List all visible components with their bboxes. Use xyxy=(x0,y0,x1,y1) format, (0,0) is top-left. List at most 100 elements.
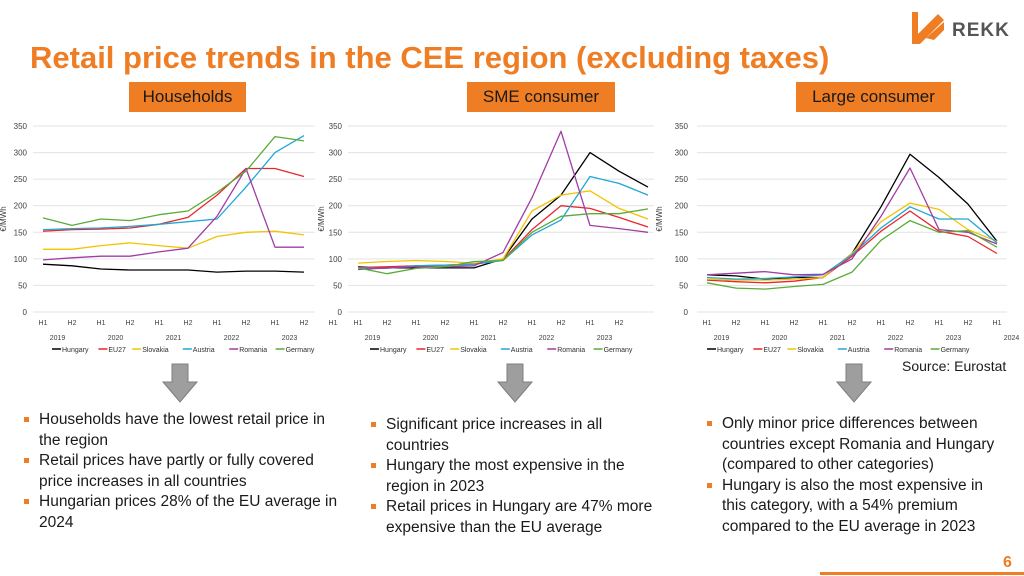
y-tick-label: 250 xyxy=(329,175,343,184)
legend-entry: Hungary xyxy=(380,347,407,354)
bullet-item: Hungary is also the most expensive in th… xyxy=(705,476,1005,538)
y-tick-label: 300 xyxy=(14,149,28,158)
rekk-logo: REKK xyxy=(908,8,1020,48)
y-tick-label: 200 xyxy=(329,202,343,211)
x-year-label: 2023 xyxy=(597,335,613,342)
series-line-eu27 xyxy=(42,167,305,232)
x-tick-label: H2 xyxy=(68,320,77,327)
x-tick-label: H1 xyxy=(39,320,48,327)
x-tick-label: H2 xyxy=(242,320,251,327)
x-tick-label: H1 xyxy=(412,320,421,327)
footer-line xyxy=(820,572,1024,575)
x-year-label: 2022 xyxy=(888,335,904,342)
households-label: Households xyxy=(129,82,246,112)
x-tick-label: H2 xyxy=(184,320,193,327)
y-tick-label: 300 xyxy=(675,149,689,158)
x-tick-label: H2 xyxy=(499,320,508,327)
x-tick-label: H1 xyxy=(354,320,363,327)
x-year-label: 2024 xyxy=(1004,335,1020,342)
sme-consumer-bullets: Significant price increases in all count… xyxy=(369,415,664,538)
x-tick-label: H2 xyxy=(906,320,915,327)
x-tick-label: H1 xyxy=(819,320,828,327)
legend-entry: EU27 xyxy=(426,347,444,354)
series-line-slovakia xyxy=(43,230,305,250)
x-tick-label: H1 xyxy=(329,320,338,327)
x-tick-label: H1 xyxy=(97,320,106,327)
bullet-item: Hungary the most expensive in the region… xyxy=(369,456,664,497)
households-chart: 0 50 100 150 200 250 300 350 €/MWh H1 H2 H1 H2 H1 H2 H1… xyxy=(0,122,338,354)
x-year-label: 2022 xyxy=(539,335,555,342)
x-tick-label: H2 xyxy=(615,320,624,327)
series-line-austria xyxy=(357,175,649,270)
y-tick-label: 50 xyxy=(333,281,342,290)
x-tick-label: H2 xyxy=(126,320,135,327)
rekk-logo-text: REKK xyxy=(952,20,1010,41)
large-consumer-label: Large consumer xyxy=(796,82,951,112)
x-year-label: 2019 xyxy=(714,335,730,342)
x-tick-label: H1 xyxy=(271,320,280,327)
bullet-item: Households have the lowest retail price … xyxy=(22,410,342,451)
legend-entry: Austria xyxy=(511,347,533,354)
x-tick-label: H1 xyxy=(528,320,537,327)
y-axis-label: €/MWh xyxy=(0,206,8,231)
y-tick-label: 0 xyxy=(23,308,28,317)
bullet-item: Retail prices in Hungary are 47% more ex… xyxy=(369,497,664,538)
rekk-logo-icon xyxy=(912,12,944,44)
series-line-germany xyxy=(42,135,305,227)
x-tick-label: H1 xyxy=(213,320,222,327)
series-line-slovakia xyxy=(357,190,649,264)
y-tick-label: 0 xyxy=(338,308,343,317)
series-line-romania xyxy=(42,167,304,261)
x-year-label: 2022 xyxy=(224,335,240,342)
legend-entry: Romania xyxy=(894,347,922,354)
x-year-label: 2020 xyxy=(108,335,124,342)
series-line-slovakia xyxy=(706,202,998,281)
source-note: Source: Eurostat xyxy=(902,358,1007,374)
y-tick-label: 50 xyxy=(679,281,688,290)
large-consumer-chart: 0 50 100 150 200 250 300 350 €/MWh H1 H2 H1 H2 H1 H2 H1… xyxy=(655,122,1019,354)
x-year-label: 2023 xyxy=(282,335,298,342)
series-line-hungary xyxy=(42,263,305,273)
x-tick-label: H2 xyxy=(848,320,857,327)
y-tick-label: 250 xyxy=(675,175,689,184)
x-year-label: 2020 xyxy=(423,335,439,342)
legend-entry: Austria xyxy=(848,347,870,354)
x-tick-label: H1 xyxy=(993,320,1002,327)
y-tick-label: 0 xyxy=(684,308,689,317)
x-tick-label: H1 xyxy=(586,320,595,327)
x-year-label: 2021 xyxy=(830,335,846,342)
legend-entry: Germany xyxy=(604,347,633,354)
series-line-hungary xyxy=(706,153,998,280)
series-line-romania xyxy=(357,130,649,271)
x-year-label: 2019 xyxy=(365,335,381,342)
slide-title: Retail price trends in the CEE region (e… xyxy=(30,40,830,75)
series-line-austria xyxy=(42,135,305,231)
y-tick-label: 100 xyxy=(329,255,343,264)
series-line-eu27 xyxy=(706,210,998,284)
x-tick-label: H1 xyxy=(935,320,944,327)
y-tick-label: 300 xyxy=(329,149,343,158)
x-tick-label: H2 xyxy=(790,320,799,327)
legend-entry: Germany xyxy=(286,347,315,354)
x-tick-label: H1 xyxy=(470,320,479,327)
y-tick-label: 50 xyxy=(18,281,27,290)
sme-consumer-label: SME consumer xyxy=(467,82,615,112)
y-tick-label: 200 xyxy=(675,202,689,211)
large-consumer-bullets: Only minor price differences between cou… xyxy=(705,414,1005,537)
x-tick-label: H2 xyxy=(964,320,973,327)
legend-entry: Hungary xyxy=(62,347,89,354)
x-tick-label: H1 xyxy=(155,320,164,327)
y-tick-label: 350 xyxy=(675,122,689,131)
series-line-germany xyxy=(706,219,998,290)
y-tick-label: 150 xyxy=(329,228,343,237)
y-tick-label: 250 xyxy=(14,175,28,184)
bullet-item: Hungarian prices 28% of the EU average i… xyxy=(22,492,342,533)
legend-entry: Romania xyxy=(557,347,585,354)
bullet-item: Significant price increases in all count… xyxy=(369,415,664,456)
down-arrow-icon xyxy=(836,363,872,403)
x-year-label: 2019 xyxy=(50,335,66,342)
x-year-label: 2020 xyxy=(772,335,788,342)
x-tick-label: H1 xyxy=(703,320,712,327)
x-tick-label: H2 xyxy=(383,320,392,327)
x-year-label: 2021 xyxy=(166,335,182,342)
